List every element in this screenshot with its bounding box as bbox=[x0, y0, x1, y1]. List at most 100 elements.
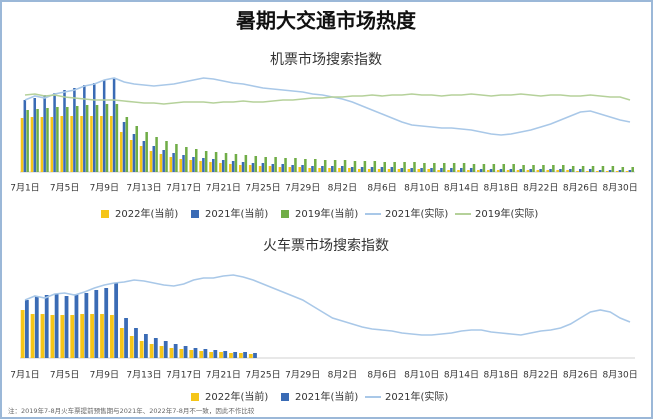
bar bbox=[100, 116, 103, 172]
bar bbox=[183, 346, 188, 358]
bar bbox=[142, 141, 146, 172]
x-tick-label: 8月14日 bbox=[444, 370, 479, 381]
bar bbox=[308, 168, 311, 172]
bar bbox=[284, 158, 287, 172]
x-tick-label: 7月5日 bbox=[50, 183, 79, 194]
x-tick-label: 8月18日 bbox=[483, 370, 518, 381]
x-tick-label: 8月18日 bbox=[483, 183, 518, 194]
bar bbox=[333, 160, 337, 172]
bar bbox=[363, 161, 367, 172]
bar bbox=[261, 163, 265, 172]
bar bbox=[46, 108, 49, 172]
bar bbox=[621, 167, 625, 172]
bar bbox=[350, 167, 354, 172]
bar bbox=[85, 105, 89, 172]
legend-label: 2019年(当前) bbox=[295, 207, 358, 220]
bar bbox=[288, 167, 292, 172]
bar bbox=[233, 352, 238, 358]
bar bbox=[238, 165, 242, 172]
bar bbox=[380, 167, 384, 172]
bar bbox=[70, 315, 75, 358]
bar bbox=[291, 165, 294, 172]
x-tick-label: 8月6日 bbox=[367, 370, 396, 381]
bar bbox=[162, 150, 165, 172]
x-tick-label: 7月9日 bbox=[90, 370, 119, 381]
bar bbox=[331, 166, 334, 172]
bar bbox=[159, 346, 164, 358]
bar bbox=[353, 161, 357, 172]
bar bbox=[56, 107, 59, 172]
bar bbox=[169, 157, 173, 172]
bar bbox=[83, 85, 86, 172]
bar bbox=[278, 167, 282, 172]
bar bbox=[410, 168, 413, 172]
x-tick-label: 8月2日 bbox=[328, 370, 357, 381]
bar bbox=[400, 168, 404, 172]
bar bbox=[80, 314, 85, 358]
bar bbox=[447, 170, 450, 172]
bar bbox=[462, 163, 466, 172]
bar bbox=[304, 159, 307, 172]
legend-label: 2022年(当前) bbox=[205, 390, 268, 403]
bar bbox=[625, 171, 629, 172]
line bbox=[24, 77, 631, 136]
bar bbox=[532, 165, 535, 172]
bar bbox=[219, 352, 223, 358]
bar bbox=[119, 328, 124, 358]
footnote: 注：2019年7-8月火车票提前预售期与2021年、2022年7-8月不一致，因… bbox=[8, 406, 255, 415]
x-tick-label: 8月2日 bbox=[328, 183, 357, 194]
bar bbox=[223, 351, 228, 358]
x-tick-label: 8月22日 bbox=[523, 370, 558, 381]
bar bbox=[90, 314, 94, 358]
bar bbox=[536, 170, 540, 172]
bar bbox=[248, 165, 252, 172]
bar bbox=[516, 170, 520, 172]
bar bbox=[499, 169, 503, 172]
bar bbox=[241, 162, 245, 172]
bar bbox=[502, 164, 506, 172]
bar bbox=[393, 162, 396, 172]
x-tick-label: 7月13日 bbox=[126, 183, 161, 194]
bar bbox=[36, 109, 39, 172]
bar bbox=[469, 168, 473, 172]
line bbox=[24, 274, 631, 336]
bar bbox=[373, 161, 377, 172]
bar bbox=[420, 168, 423, 172]
bar bbox=[74, 294, 79, 358]
bar bbox=[54, 294, 59, 358]
bar bbox=[102, 80, 106, 172]
x-tick-label: 8月22日 bbox=[523, 183, 558, 194]
bar bbox=[360, 167, 364, 172]
bar bbox=[129, 336, 134, 358]
bar bbox=[110, 116, 113, 172]
bar bbox=[132, 134, 136, 172]
bar bbox=[165, 141, 168, 172]
bar bbox=[24, 300, 29, 358]
bar bbox=[209, 162, 212, 172]
bar bbox=[264, 157, 267, 172]
bar bbox=[496, 170, 500, 172]
x-tick-label: 7月17日 bbox=[166, 183, 201, 194]
bar bbox=[318, 168, 321, 172]
bar bbox=[189, 160, 192, 172]
x-tick-label: 7月29日 bbox=[285, 370, 320, 381]
bar bbox=[139, 146, 143, 172]
bar bbox=[472, 164, 476, 172]
bar bbox=[440, 168, 443, 172]
bar bbox=[179, 349, 184, 358]
bar bbox=[23, 100, 27, 172]
bar bbox=[457, 170, 460, 172]
bar bbox=[172, 153, 175, 172]
bar bbox=[94, 290, 99, 358]
bar bbox=[529, 169, 532, 172]
bar bbox=[321, 166, 324, 172]
bar bbox=[60, 315, 65, 358]
bar bbox=[66, 107, 69, 172]
bar bbox=[20, 118, 24, 172]
bar bbox=[566, 170, 569, 172]
bar bbox=[189, 350, 194, 358]
bar bbox=[213, 350, 218, 358]
bar bbox=[413, 162, 416, 172]
x-tick-label: 7月9日 bbox=[90, 183, 119, 194]
